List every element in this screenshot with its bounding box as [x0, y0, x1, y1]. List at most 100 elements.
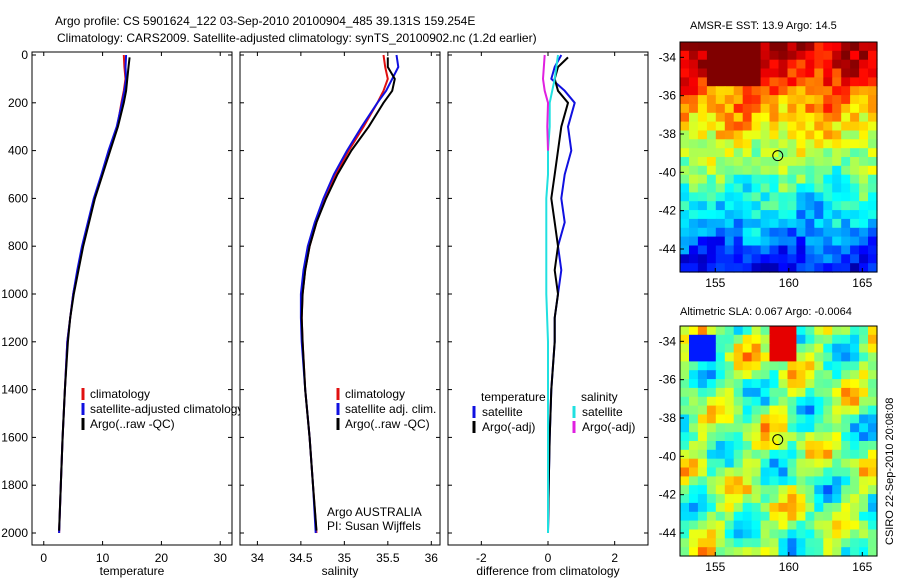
map-cell: [778, 343, 789, 354]
map-cell: [832, 236, 842, 246]
map-cell: [742, 511, 753, 522]
map-cell: [868, 352, 878, 362]
map-cell: [859, 254, 869, 264]
legend-label: climatology: [90, 387, 150, 401]
map-cell: [769, 520, 780, 530]
map-cell: [805, 511, 815, 522]
map-cell: [751, 361, 762, 371]
map-cell: [814, 42, 824, 52]
map-cell: [814, 326, 824, 336]
map-cell: [724, 201, 735, 211]
map-cell: [706, 387, 717, 398]
map-cell: [680, 370, 690, 380]
map-cell: [697, 458, 708, 469]
map-cell: [724, 432, 735, 442]
map-cell: [778, 77, 789, 87]
map-cell: [733, 112, 744, 123]
map-cell: [697, 449, 708, 460]
map-cell: [796, 414, 806, 424]
map-cell: [832, 494, 842, 504]
map-cell: [689, 192, 699, 202]
map-cell: [742, 458, 753, 469]
map-cell: [868, 343, 878, 354]
map-cell: [859, 379, 869, 389]
map-cell: [751, 423, 762, 433]
map-cell: [733, 343, 744, 354]
map-cell: [689, 343, 699, 354]
map-cell: [715, 405, 726, 415]
map-cell: [787, 227, 798, 238]
map-cell: [814, 405, 824, 415]
map-cell: [778, 326, 789, 336]
map-cell: [868, 218, 878, 229]
map-cell: [778, 59, 789, 70]
map-cell: [778, 263, 789, 273]
map-cell: [751, 414, 762, 424]
map-cell: [706, 139, 717, 149]
map-cell: [697, 112, 708, 123]
map-cell: [706, 379, 717, 389]
map-cell: [778, 192, 789, 202]
map-cell: [715, 502, 726, 513]
map-cell: [724, 157, 735, 167]
map-cell: [823, 538, 833, 548]
map-y-tick-label: -36: [659, 373, 677, 387]
map-cell: [697, 245, 708, 255]
map-cell: [868, 441, 878, 451]
map-cell: [778, 467, 789, 477]
x-axis-label: temperature: [100, 564, 165, 578]
map-cell: [778, 334, 789, 345]
map-cell: [742, 396, 753, 407]
map-cell: [778, 485, 789, 495]
map-cell: [787, 68, 798, 78]
map-cell: [778, 476, 789, 486]
map-cell: [680, 77, 690, 87]
map-cell: [859, 112, 869, 123]
map-cell: [787, 449, 798, 460]
map-cell: [850, 379, 860, 389]
map-cell: [706, 218, 717, 229]
map-cell: [697, 201, 708, 211]
map-cell: [697, 547, 708, 557]
map-cell: [742, 520, 753, 530]
map-cell: [805, 165, 815, 176]
map-cell: [760, 547, 771, 557]
map-cell: [850, 157, 860, 167]
map-cell: [760, 449, 771, 460]
map-cell: [859, 520, 869, 530]
map-cell: [841, 165, 851, 176]
map-cell: [787, 458, 798, 469]
map-cell: [814, 112, 824, 123]
map-cell: [832, 511, 842, 522]
map-cell: [805, 476, 815, 486]
map-cell: [769, 414, 780, 424]
map-cell: [715, 50, 726, 61]
map-cell: [689, 458, 699, 469]
map-cell: [751, 59, 762, 70]
map-cell: [742, 245, 753, 255]
map-cell: [715, 467, 726, 477]
map-cell: [823, 387, 833, 398]
map-cell: [760, 352, 771, 362]
map-cell: [751, 236, 762, 246]
map-cell: [769, 157, 780, 167]
map-cell: [689, 511, 699, 522]
map-cell: [787, 77, 798, 87]
map-cell: [850, 236, 860, 246]
map-cell: [787, 361, 798, 371]
map-cell: [859, 458, 869, 469]
map-cell: [751, 174, 762, 185]
map-cell: [823, 201, 833, 211]
map-cell: [814, 86, 824, 96]
map-cell: [796, 423, 806, 433]
map-cell: [859, 148, 869, 158]
map-cell: [769, 227, 780, 238]
map-y-tick-label: -38: [659, 411, 677, 425]
map-cell: [751, 476, 762, 486]
map-cell: [760, 130, 771, 140]
map-cell: [769, 263, 780, 273]
map-cell: [697, 139, 708, 149]
map-cell: [841, 387, 851, 398]
map-cell: [814, 458, 824, 469]
